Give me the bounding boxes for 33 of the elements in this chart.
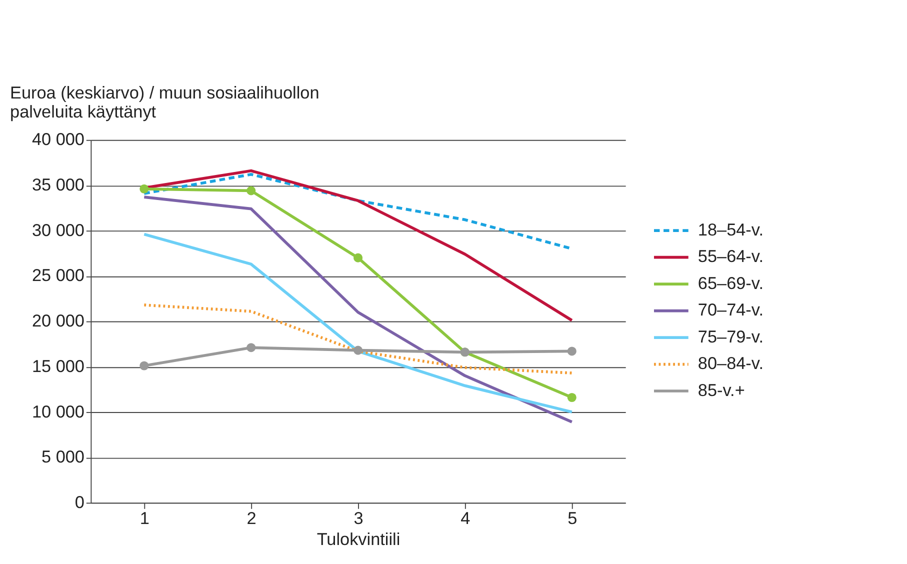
x-tick-label: 1 <box>140 508 150 528</box>
point <box>354 346 363 355</box>
point <box>246 343 256 352</box>
point <box>354 253 363 262</box>
legend-label: 65–69-v. <box>698 272 764 293</box>
x-tick-label: 5 <box>568 508 578 528</box>
y-tick-label: 15 000 <box>32 356 84 376</box>
y-tick-label: 30 000 <box>32 220 84 240</box>
x-tick-label: 4 <box>460 508 471 528</box>
line-series <box>142 232 574 414</box>
point <box>567 392 576 402</box>
y-tick-label: 5 000 <box>42 446 84 467</box>
y-tick-label: 10 000 <box>32 401 84 422</box>
x-axis-title: Tulokvintiili <box>316 529 400 550</box>
line-series <box>142 304 574 374</box>
y-tick-label: 0 <box>74 492 84 512</box>
y-tick-label: 35 000 <box>32 174 84 195</box>
legend-label: 70–74-v. <box>698 300 764 320</box>
y-axis-title: Euroa (keskiarvo) / muun sosiaalihuollon palveluita käyttänyt <box>10 82 320 122</box>
point <box>567 346 576 356</box>
legend-label: 80–84-v. <box>698 353 764 374</box>
legend-label: 18–54-v. <box>698 219 764 240</box>
legend-label: 85-v.+ <box>698 380 745 400</box>
point <box>246 186 256 196</box>
y-tick-label: 20 000 <box>32 310 84 331</box>
legend-label: 55–64-v. <box>698 246 764 266</box>
y-tick-label: 40 000 <box>32 129 84 150</box>
x-tick-label: 3 <box>354 508 364 528</box>
y-tick-label: 25 000 <box>32 265 84 286</box>
point <box>140 184 149 194</box>
legend-label: 75–79-v. <box>698 326 764 346</box>
point <box>140 361 149 370</box>
x-tick-label: 2 <box>246 508 256 528</box>
